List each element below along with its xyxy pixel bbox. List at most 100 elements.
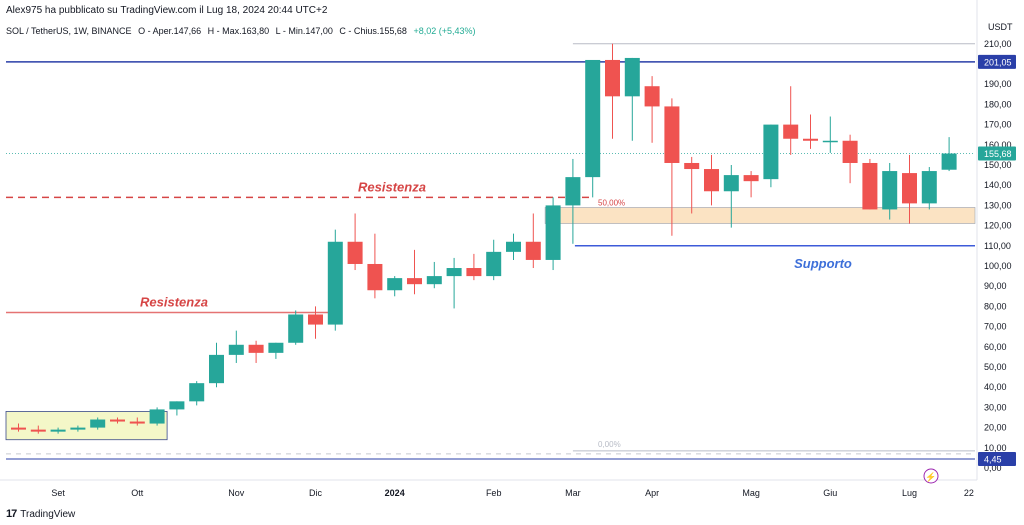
candle — [842, 134, 858, 184]
symbol-name[interactable]: SOL / TetherUS, 1W, BINANCE — [6, 26, 132, 36]
y-tick-label: 180,00 — [984, 99, 1012, 109]
tradingview-logo-icon: 17 — [6, 508, 17, 520]
y-tick-label: 160,00 — [984, 140, 1012, 150]
resistance-high-badge-bg — [978, 54, 1016, 69]
fib-0-label: 0,00% — [598, 440, 621, 449]
candle — [248, 340, 264, 363]
x-tick-label: Mar — [565, 488, 581, 498]
publish-info: Alex975 ha pubblicato su TradingView.com… — [6, 5, 328, 16]
change-value: +8,02 (+5,43%) — [413, 26, 476, 36]
x-tick-label: Mag — [742, 488, 760, 498]
candle-body — [446, 268, 462, 277]
candle — [407, 249, 422, 295]
candle-body — [169, 401, 185, 410]
x-tick-label: Nov — [228, 488, 245, 498]
candle — [941, 137, 957, 172]
y-tick-label: 190,00 — [984, 79, 1012, 89]
candle-body — [506, 241, 521, 252]
candle — [367, 233, 383, 299]
candle-body — [308, 314, 323, 325]
y-tick-label: 10,00 — [984, 443, 1007, 453]
y-tick-label: 30,00 — [984, 402, 1007, 412]
x-tick-label: 22 — [964, 488, 974, 498]
candle-body — [763, 124, 779, 180]
candle-body — [248, 344, 264, 353]
candle-body — [941, 153, 957, 170]
chart-header: Alex975 ha pubblicato su TradingView.com… — [6, 4, 480, 38]
y-tick-label: 50,00 — [984, 362, 1007, 372]
x-tick-label: Feb — [486, 488, 502, 498]
lightning-glyph: ⚡ — [925, 471, 936, 483]
candle — [525, 213, 541, 269]
y-tick-label: 120,00 — [984, 221, 1012, 231]
y-tick-label: 90,00 — [984, 281, 1007, 291]
x-tick-label: Apr — [645, 488, 659, 498]
candle — [209, 342, 224, 388]
candle — [585, 59, 601, 198]
candle-body — [902, 173, 917, 204]
candle — [743, 171, 759, 198]
candle — [268, 342, 284, 359]
candle — [228, 330, 244, 363]
y-tick-label: 210,00 — [984, 39, 1012, 49]
candle-body — [30, 429, 46, 432]
candle-body — [862, 162, 878, 210]
candle-body — [624, 57, 640, 97]
candle-body — [684, 162, 700, 170]
candle-body — [367, 263, 383, 291]
candle-body — [644, 86, 660, 107]
candle — [308, 306, 323, 339]
candle-body — [110, 419, 125, 422]
candle-body — [327, 241, 343, 325]
candle-body — [149, 409, 165, 424]
candle — [763, 124, 779, 188]
footer: 17 TradingView — [6, 508, 75, 520]
support-label: Supporto — [794, 256, 852, 271]
candle — [783, 86, 799, 155]
candle — [70, 425, 86, 432]
candle-body — [664, 106, 680, 163]
currency-label: USDT — [988, 22, 1013, 32]
last-price-badge-bg — [978, 146, 1016, 161]
candle — [624, 57, 640, 141]
y-tick-label: 100,00 — [984, 261, 1012, 271]
candle — [506, 233, 521, 260]
candle-body — [743, 175, 759, 182]
y-tick-label: 60,00 — [984, 342, 1007, 352]
candle — [684, 156, 700, 214]
candle — [149, 407, 165, 426]
candle-body — [545, 205, 561, 260]
accumulation-zone — [5, 411, 168, 441]
y-tick-label: 170,00 — [984, 120, 1012, 130]
y-tick-label: 130,00 — [984, 200, 1012, 210]
candle-body — [783, 124, 799, 139]
candle — [327, 229, 343, 331]
candle-body — [585, 59, 601, 178]
y-tick-label: 150,00 — [984, 160, 1012, 170]
close-value: C - Chius.155,68 — [339, 26, 407, 36]
candle-body — [11, 427, 26, 430]
candle-body — [129, 421, 145, 424]
candle — [466, 253, 482, 281]
candle — [882, 162, 898, 220]
candle-body — [50, 429, 66, 432]
lightning-icon — [923, 468, 939, 484]
y-tick-label: 0,00 — [984, 463, 1002, 473]
last-price-badge: 155,68 — [984, 149, 1012, 159]
fib-50-label: 50,00% — [598, 198, 625, 207]
candle-body — [723, 175, 739, 192]
candle — [862, 158, 878, 210]
open-value: O - Aper.147,66 — [138, 26, 202, 36]
resistance-low-label: Resistenza — [140, 294, 208, 309]
candle — [704, 154, 719, 206]
candle — [387, 276, 403, 297]
candle — [486, 239, 502, 281]
candle-body — [921, 171, 937, 204]
candle — [565, 158, 581, 244]
candle — [347, 213, 363, 271]
candle-body — [70, 427, 86, 430]
candle-body — [387, 278, 403, 291]
x-tick-label: 2024 — [385, 488, 405, 498]
resistance-high-badge: 201,05 — [984, 57, 1012, 67]
